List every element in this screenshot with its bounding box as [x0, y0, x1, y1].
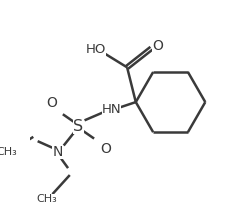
Text: CH₃: CH₃ [37, 194, 58, 204]
Text: O: O [46, 96, 57, 110]
Text: O: O [100, 142, 111, 156]
Text: HN: HN [102, 103, 121, 116]
Text: S: S [73, 119, 84, 134]
Text: N: N [52, 146, 63, 159]
Text: O: O [152, 39, 163, 53]
Text: CH₃: CH₃ [0, 147, 18, 157]
Text: HO: HO [86, 43, 106, 56]
